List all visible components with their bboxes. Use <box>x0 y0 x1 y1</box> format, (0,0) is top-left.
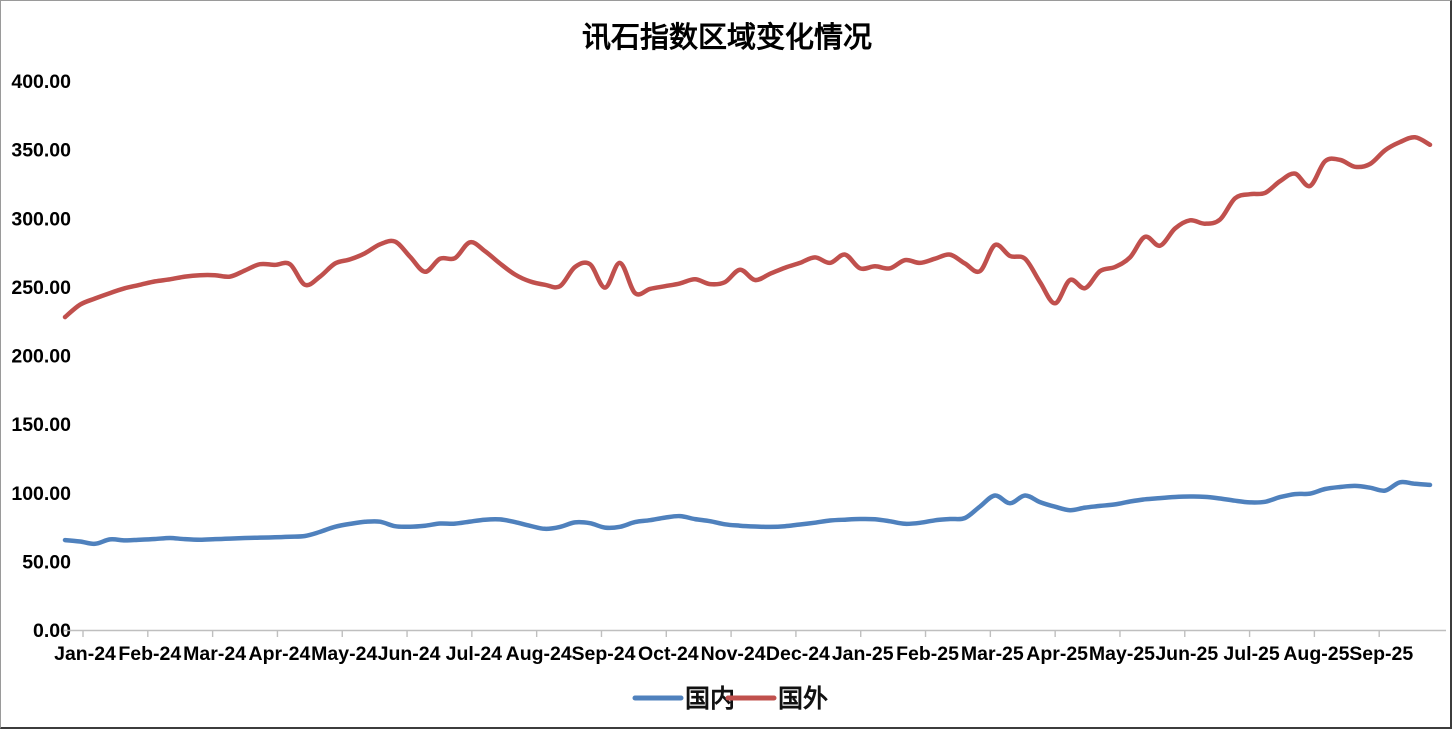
x-axis-label: Jul-25 <box>1223 643 1280 665</box>
x-axis-label: Jun-25 <box>1155 643 1218 665</box>
x-axis-label: Mar-24 <box>183 643 246 665</box>
x-axis-label: Feb-25 <box>896 643 959 665</box>
legend: 国内 国外 <box>632 684 828 713</box>
x-axis-label: Aug-24 <box>506 643 572 665</box>
x-axis-label: Dec-24 <box>766 643 830 665</box>
y-axis-label: 150.00 <box>11 414 71 436</box>
x-axis-label: Sep-25 <box>1349 643 1413 665</box>
y-axis-label: 400.00 <box>11 71 71 93</box>
x-axis-label: Oct-24 <box>638 643 699 665</box>
y-axis-labels: 0.00 50.00 100.00 150.00 200.00 250.00 300.00 3… <box>11 71 71 642</box>
y-axis-label: 300.00 <box>11 208 71 230</box>
x-axis-label: Jul-24 <box>446 643 503 665</box>
x-axis-label: Aug-25 <box>1283 643 1349 665</box>
y-axis-label: 50.00 <box>22 551 71 573</box>
x-axis-label: Jan-24 <box>54 643 116 665</box>
y-axis-label: 0.00 <box>33 620 71 642</box>
x-axis-label: May-25 <box>1089 643 1155 665</box>
x-axis-label: Apr-25 <box>1026 643 1088 665</box>
chart-title: 讯石指数区域变化情况 <box>582 20 872 54</box>
x-axis-label: Jan-25 <box>832 643 894 665</box>
x-axis-label: May-24 <box>311 643 377 665</box>
y-axis-label: 200.00 <box>11 346 71 368</box>
y-axis-label: 350.00 <box>11 140 71 162</box>
y-axis-label: 250.00 <box>11 277 71 299</box>
y-axis-label: 100.00 <box>11 483 71 505</box>
x-axis-label: Apr-24 <box>249 643 311 665</box>
x-axis-label: Sep-24 <box>572 643 636 665</box>
x-axis-label: Jun-24 <box>378 643 441 665</box>
x-axis-labels: Jan-24 Feb-24 Mar-24 Apr-24 May-24 Jun-24 Jul-… <box>54 643 1413 665</box>
x-axis-label: Nov-24 <box>701 643 766 665</box>
x-axis-label: Mar-25 <box>961 643 1024 665</box>
series-foreign-line <box>62 135 1433 320</box>
x-axis-ticks <box>82 630 1380 637</box>
series-domestic-line <box>62 479 1433 547</box>
legend-foreign-label: 国外 <box>778 684 828 713</box>
x-axis-label: Feb-24 <box>118 643 181 665</box>
